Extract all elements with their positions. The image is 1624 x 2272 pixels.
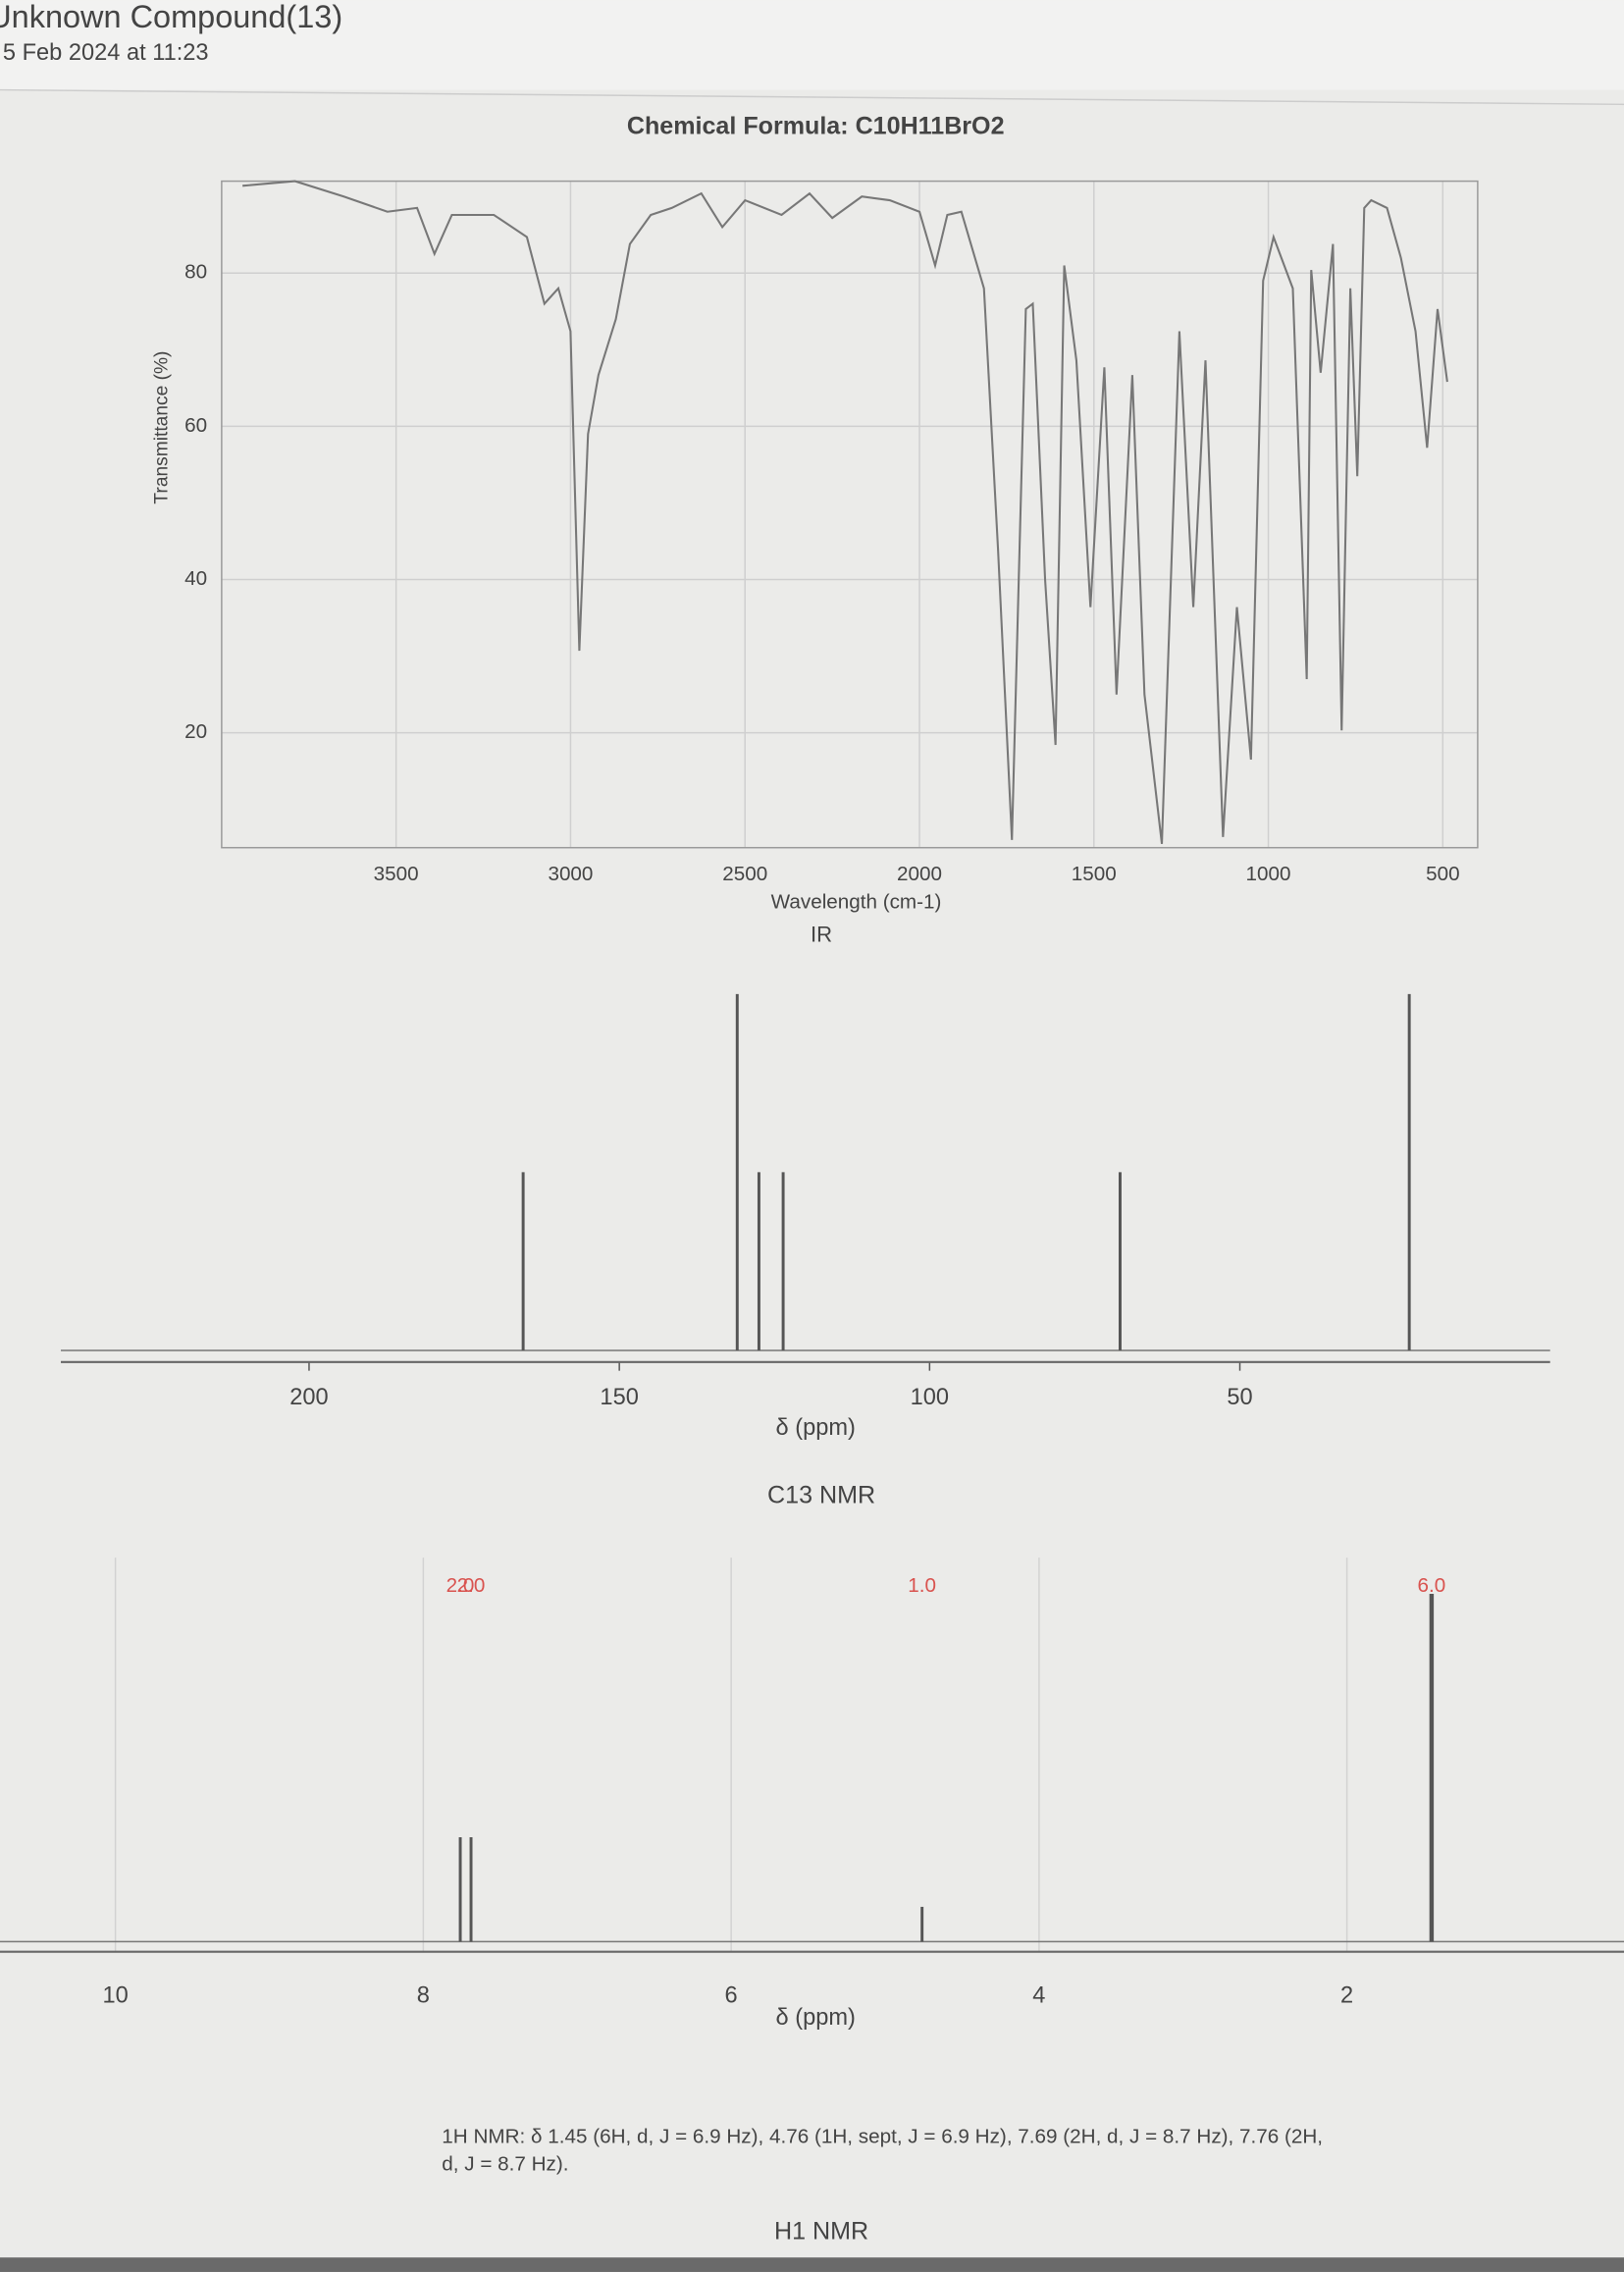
chart-caption: C13 NMR (767, 1482, 875, 1509)
chart-caption: IR (811, 923, 832, 947)
nmr-annotation: 1H NMR: δ 1.45 (6H, d, J = 6.9 Hz), 4.76… (442, 2124, 1324, 2176)
header-divider (0, 88, 1624, 106)
integral-label: 6.0 (1418, 1574, 1446, 1597)
x-axis-label: Wavelength (cm-1) (771, 890, 942, 913)
x-tick-label: 100 (911, 1385, 949, 1410)
x-tick-label: 50 (1227, 1385, 1252, 1410)
x-tick-label: 1000 (1246, 863, 1291, 885)
y-tick-label: 20 (184, 720, 207, 743)
chart-caption: H1 NMR (774, 2218, 868, 2246)
screen-edge (0, 2257, 1624, 2272)
x-tick-label: 8 (417, 1983, 430, 2009)
integral-label: 1.0 (908, 1574, 936, 1597)
x-tick-label: 1500 (1072, 863, 1117, 885)
integral-label: 2.0 (446, 1574, 475, 1597)
header-bar (0, 0, 1624, 90)
y-tick-label: 40 (184, 567, 207, 590)
x-tick-label: 6 (725, 1983, 738, 2009)
document-date: 5 Feb 2024 at 11:23 (3, 40, 209, 66)
annotation-box: 1H NMR: δ 1.45 (6H, d, J = 6.9 Hz), 4.76… (442, 2124, 1324, 2176)
x-tick-label: 3500 (374, 863, 419, 885)
x-tick-label: 10 (103, 1983, 129, 2009)
x-tick-label: 2500 (722, 863, 767, 885)
x-axis-label: δ (ppm) (776, 1415, 856, 1441)
x-tick-label: 4 (1032, 1983, 1045, 2009)
y-tick-label: 80 (184, 261, 207, 284)
x-tick-label: 200 (289, 1385, 328, 1410)
x-tick-label: 150 (600, 1385, 638, 1410)
integral-label: 2.0 (457, 1574, 486, 1597)
x-tick-label: 2 (1340, 1983, 1353, 2009)
x-axis-label: δ (ppm) (776, 2005, 856, 2031)
document-title: Unknown Compound(13) (0, 0, 342, 34)
x-tick-label: 500 (1426, 863, 1459, 885)
x-tick-label: 3000 (548, 863, 593, 885)
spectrum-line (242, 180, 1448, 844)
y-tick-label: 60 (184, 414, 207, 437)
y-axis-label: Transmittance (%) (151, 351, 172, 504)
plot-frame (221, 180, 1479, 849)
chart-title: Chemical Formula: C10H11BrO2 (627, 113, 1005, 140)
x-tick-label: 2000 (897, 863, 942, 885)
